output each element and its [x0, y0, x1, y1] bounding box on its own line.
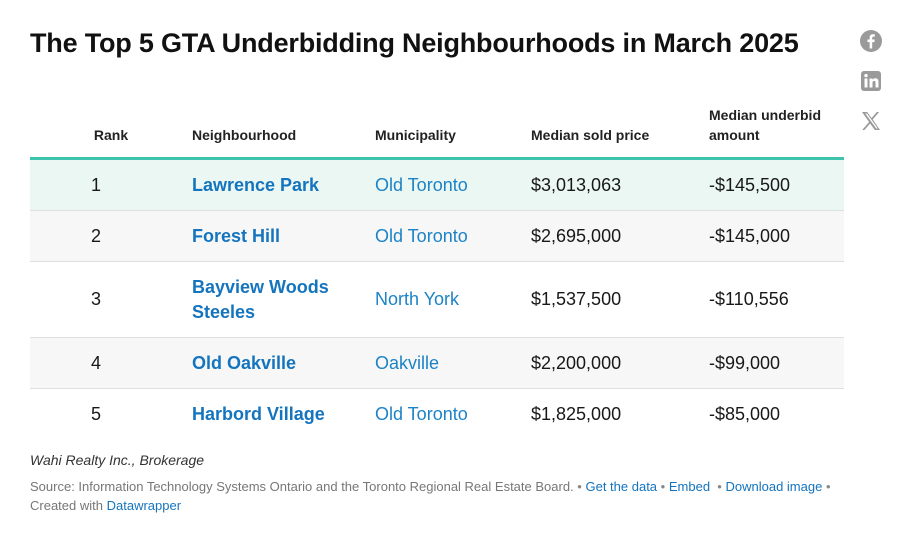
column-header-municipality[interactable]: Municipality	[375, 93, 531, 160]
table-row: 4 Old Oakville Oakville $2,200,000 -$99,…	[30, 337, 844, 389]
median-underbid-amount-cell: -$99,000	[709, 337, 844, 389]
table-header-row: Rank Neighbourhood Municipality Median s…	[30, 93, 844, 160]
rank-cell: 3	[30, 261, 192, 338]
get-the-data-link[interactable]: Get the data	[585, 479, 658, 494]
median-underbid-amount-cell: -$145,000	[709, 210, 844, 262]
rank-cell: 5	[30, 388, 192, 439]
median-sold-price-cell: $1,537,500	[531, 261, 709, 338]
neighbourhood-link[interactable]: Forest Hill	[192, 210, 375, 262]
linkedin-icon	[861, 71, 881, 91]
column-header-rank[interactable]: Rank	[30, 93, 192, 160]
footer-separator: •	[577, 479, 582, 494]
table-row: 3 Bayview Woods Steeles North York $1,53…	[30, 261, 844, 338]
credit-line: Wahi Realty Inc., Brokerage	[30, 452, 205, 468]
footer-separator: •	[717, 479, 722, 494]
rank-cell: 4	[30, 337, 192, 389]
facebook-icon	[860, 30, 882, 52]
rank-cell: 1	[30, 158, 192, 211]
x-share-button[interactable]	[859, 109, 883, 133]
x-icon	[862, 112, 880, 130]
download-image-link[interactable]: Download image	[725, 479, 823, 494]
table-row: 5 Harbord Village Old Toronto $1,825,000…	[30, 388, 844, 439]
datawrapper-link[interactable]: Datawrapper	[106, 498, 182, 513]
footer-separator: •	[825, 479, 831, 494]
table-row: 1 Lawrence Park Old Toronto $3,013,063 -…	[30, 158, 844, 211]
rank-cell: 2	[30, 210, 192, 262]
median-sold-price-cell: $1,825,000	[531, 388, 709, 439]
chart-title: The Top 5 GTA Underbidding Neighbourhood…	[30, 28, 799, 58]
median-sold-price-cell: $3,013,063	[531, 158, 709, 211]
neighbourhood-link[interactable]: Bayview Woods Steeles	[192, 261, 375, 338]
median-sold-price-cell: $2,200,000	[531, 337, 709, 389]
data-table: Rank Neighbourhood Municipality Median s…	[30, 93, 844, 439]
table-row: 2 Forest Hill Old Toronto $2,695,000 -$1…	[30, 210, 844, 262]
neighbourhood-link[interactable]: Old Oakville	[192, 337, 375, 389]
median-sold-price-cell: $2,695,000	[531, 210, 709, 262]
median-underbid-amount-cell: -$110,556	[709, 261, 844, 338]
municipality-link[interactable]: Oakville	[375, 337, 531, 389]
municipality-link[interactable]: Old Toronto	[375, 210, 531, 262]
footer-separator: •	[660, 479, 666, 494]
neighbourhood-link[interactable]: Harbord Village	[192, 388, 375, 439]
median-underbid-amount-cell: -$145,500	[709, 158, 844, 211]
created-with-label: Created with	[30, 498, 103, 513]
embed-link[interactable]: Embed	[668, 479, 711, 494]
facebook-share-button[interactable]	[859, 29, 883, 53]
median-underbid-amount-cell: -$85,000	[709, 388, 844, 439]
source-note: Source: Information Technology Systems O…	[30, 479, 574, 494]
column-header-median-underbid-amount[interactable]: Median underbid amount	[709, 93, 844, 160]
column-header-neighbourhood[interactable]: Neighbourhood	[192, 93, 375, 160]
municipality-link[interactable]: Old Toronto	[375, 158, 531, 211]
municipality-link[interactable]: Old Toronto	[375, 388, 531, 439]
chart-footer: Source: Information Technology Systems O…	[30, 477, 880, 515]
column-header-median-sold-price[interactable]: Median sold price	[531, 93, 709, 160]
municipality-link[interactable]: North York	[375, 261, 531, 338]
linkedin-share-button[interactable]	[859, 69, 883, 93]
neighbourhood-link[interactable]: Lawrence Park	[192, 158, 375, 211]
